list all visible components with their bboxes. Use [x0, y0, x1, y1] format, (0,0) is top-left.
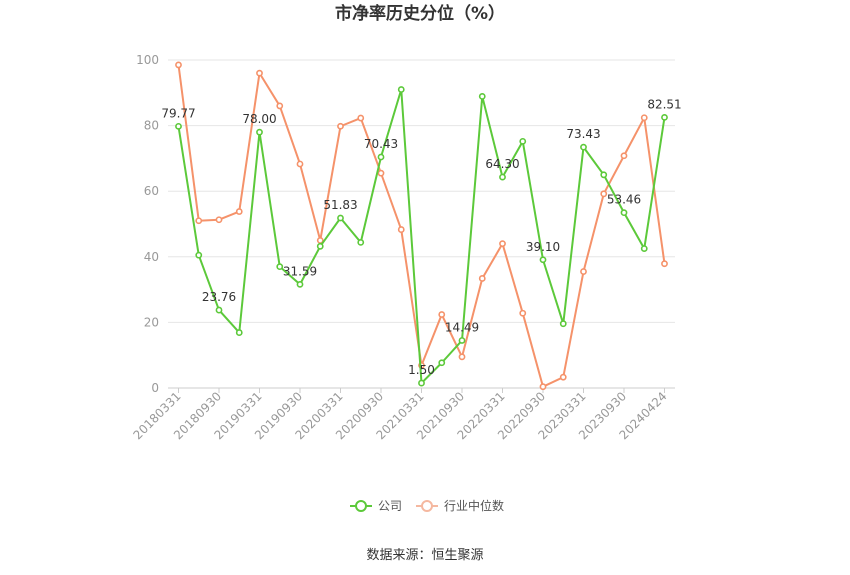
data-label: 78.00	[242, 112, 276, 126]
data-point	[580, 268, 587, 275]
data-point	[600, 190, 608, 198]
data-point	[296, 160, 304, 168]
data-point	[478, 275, 486, 282]
data-point	[397, 86, 405, 93]
grid	[168, 59, 675, 389]
data-label: 82.51	[647, 97, 681, 111]
y-tick-label: 0	[151, 381, 159, 395]
data-point	[357, 238, 365, 246]
data-label: 79.77	[161, 106, 195, 120]
data-label: 23.76	[202, 290, 236, 304]
legend-item-industry-median[interactable]: 行业中位数	[416, 498, 504, 513]
data-point	[499, 240, 506, 248]
data-label: 73.43	[566, 127, 600, 141]
data-point	[377, 169, 385, 177]
data-point	[276, 102, 284, 110]
y-tick-label: 20	[144, 315, 159, 329]
data-point	[478, 93, 486, 100]
data-point	[661, 260, 668, 268]
y-tick-label: 80	[144, 119, 159, 133]
legend-marker	[355, 500, 367, 512]
data-point	[458, 337, 466, 344]
series-industry-median	[175, 61, 668, 391]
data-point	[397, 226, 405, 233]
data-point	[539, 383, 547, 391]
data-point	[175, 61, 182, 69]
data-label: 31.59	[283, 264, 317, 278]
data-point	[377, 153, 385, 161]
data-point	[235, 208, 243, 215]
data-point	[215, 306, 223, 314]
data-source: 数据来源：恒生聚源	[366, 548, 483, 563]
y-axis: 0 20 40 60 80 100	[136, 53, 159, 395]
data-point	[215, 216, 223, 224]
data-label: 14.49	[445, 320, 479, 334]
data-label: 70.43	[364, 137, 398, 151]
data-point	[661, 113, 668, 121]
data-label: 53.46	[607, 193, 641, 207]
series-company	[175, 86, 668, 387]
data-point	[499, 173, 506, 181]
data-point	[519, 309, 527, 317]
data-point	[620, 152, 628, 160]
data-point	[235, 329, 243, 336]
data-point	[640, 245, 648, 252]
data-point	[296, 280, 304, 288]
chart-title: 市净率历史分位（%）	[335, 3, 505, 24]
x-axis: 2018033120180930201903312019093020200331…	[131, 388, 670, 442]
data-label: 51.83	[323, 198, 357, 212]
series-group	[175, 61, 668, 391]
legend-marker	[421, 500, 433, 512]
y-tick-label: 100	[136, 53, 159, 67]
data-point	[276, 263, 284, 271]
data-point	[357, 114, 365, 122]
legend-label: 公司	[378, 499, 402, 513]
data-point	[438, 359, 446, 367]
y-tick-label: 60	[144, 184, 159, 198]
data-label: 64.30	[485, 157, 519, 171]
data-point	[438, 311, 446, 318]
data-point	[640, 114, 648, 122]
y-tick-label: 40	[144, 250, 159, 264]
data-point	[175, 122, 182, 130]
data-point	[195, 251, 203, 259]
data-point	[256, 69, 263, 77]
legend-label: 行业中位数	[444, 498, 504, 513]
data-point	[519, 137, 527, 145]
data-point	[337, 214, 344, 222]
data-point	[600, 171, 608, 179]
data-point	[539, 256, 547, 264]
data-point	[620, 209, 628, 217]
data-point	[316, 242, 324, 250]
data-point	[418, 379, 425, 387]
data-point	[559, 320, 567, 328]
data-point	[458, 353, 466, 361]
data-labels: 79.77 23.76 78.00 31.59 51.83 70.43 1.50 14.49 6…	[161, 97, 681, 377]
data-point	[559, 373, 567, 381]
data-point	[256, 128, 263, 136]
legend[interactable]: 公司 行业中位数	[350, 498, 504, 513]
legend-item-company[interactable]: 公司	[350, 499, 402, 513]
data-point	[195, 217, 203, 225]
data-label: 1.50	[408, 363, 435, 377]
data-point	[580, 143, 587, 151]
data-label: 39.10	[526, 240, 560, 254]
data-point	[337, 122, 344, 130]
